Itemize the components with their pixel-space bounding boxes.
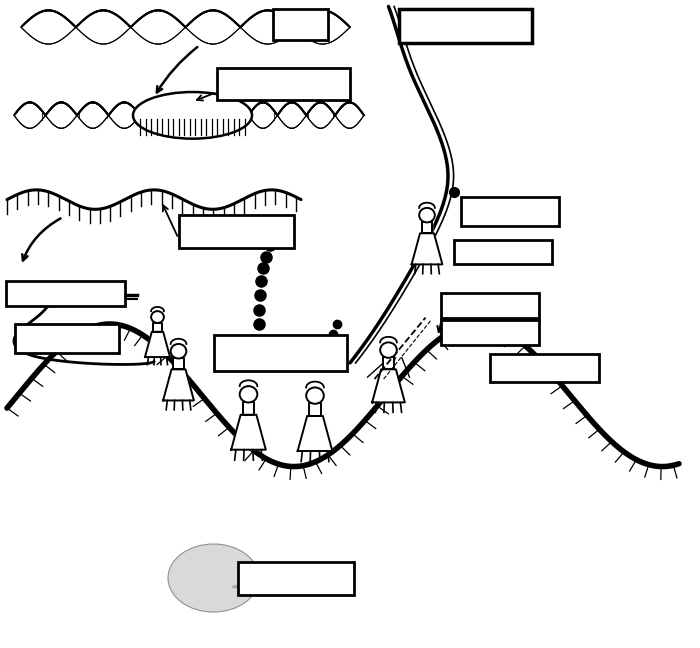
FancyBboxPatch shape: [441, 293, 539, 318]
FancyBboxPatch shape: [461, 197, 559, 226]
FancyBboxPatch shape: [178, 215, 294, 248]
Circle shape: [151, 311, 164, 323]
Circle shape: [419, 208, 435, 222]
Circle shape: [239, 386, 258, 402]
Ellipse shape: [133, 92, 252, 139]
Polygon shape: [372, 369, 405, 402]
FancyBboxPatch shape: [214, 335, 346, 371]
FancyBboxPatch shape: [238, 562, 354, 595]
FancyBboxPatch shape: [6, 281, 125, 306]
Ellipse shape: [168, 544, 259, 612]
Polygon shape: [231, 415, 266, 450]
FancyBboxPatch shape: [15, 324, 119, 353]
Polygon shape: [298, 416, 332, 451]
Polygon shape: [145, 332, 170, 357]
FancyBboxPatch shape: [273, 9, 328, 40]
Circle shape: [171, 344, 186, 358]
Polygon shape: [153, 323, 162, 332]
FancyBboxPatch shape: [217, 68, 350, 100]
FancyBboxPatch shape: [399, 9, 532, 43]
Polygon shape: [412, 233, 442, 264]
Polygon shape: [383, 357, 394, 369]
Polygon shape: [422, 222, 432, 233]
Polygon shape: [243, 402, 254, 415]
Polygon shape: [174, 358, 183, 369]
FancyBboxPatch shape: [441, 320, 539, 345]
Polygon shape: [309, 403, 321, 416]
Circle shape: [306, 388, 324, 404]
Polygon shape: [163, 369, 194, 400]
FancyBboxPatch shape: [454, 240, 552, 264]
FancyBboxPatch shape: [490, 354, 598, 382]
Circle shape: [380, 342, 397, 358]
